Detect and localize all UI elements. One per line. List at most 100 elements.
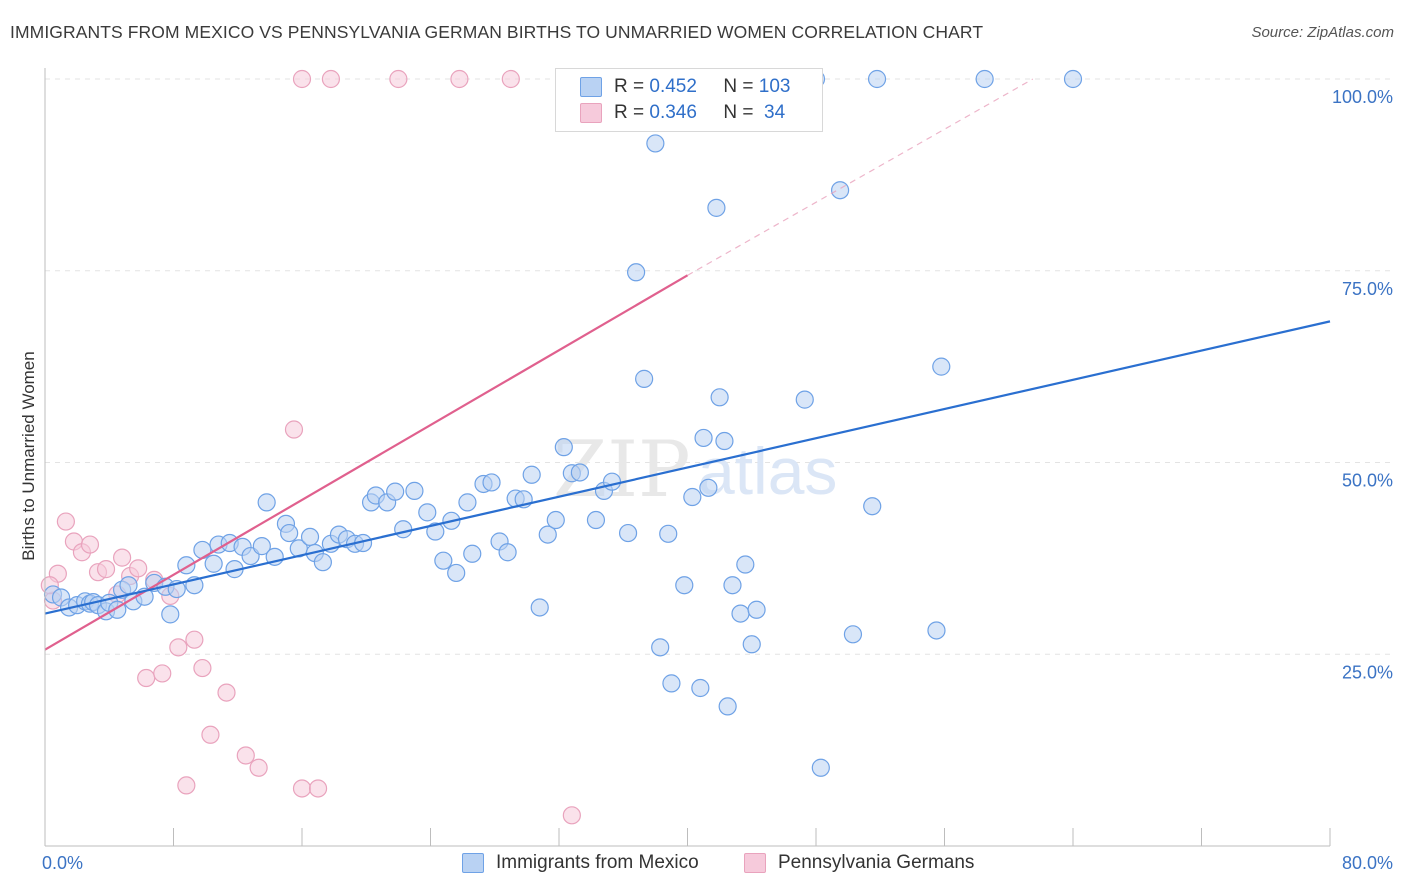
trend-lines [44, 78, 1331, 651]
pink-trend-extension [687, 78, 1034, 276]
source-label: Source: ZipAtlas.com [1251, 24, 1394, 41]
blue-point [707, 198, 726, 217]
pink-point [153, 664, 172, 683]
pink-point [177, 776, 196, 795]
pink-point [501, 69, 520, 89]
blue-point [161, 605, 180, 624]
blue-point [736, 555, 755, 574]
blue-point [386, 482, 405, 501]
blue-point [694, 428, 713, 448]
blue-point [731, 604, 750, 623]
legend-n-label: N = [723, 102, 759, 123]
pink-point [129, 559, 148, 578]
blue-point [932, 357, 951, 376]
blue-point [119, 576, 138, 595]
pink-point [389, 69, 408, 89]
legend-r-value: 0.452 [649, 76, 697, 97]
watermark: ZIP atlas [553, 425, 837, 515]
blue-point [626, 263, 646, 282]
blue-point [863, 497, 882, 516]
blue-point [675, 576, 694, 595]
legend-r-label: R = [614, 102, 650, 123]
bottom-legend-swatch-blue [462, 853, 484, 873]
y-axis-label: Births to Unmarried Women [19, 351, 38, 560]
blue-point [843, 625, 863, 644]
blue-point [405, 481, 424, 500]
pink-point [292, 69, 312, 89]
y-tick-label: 100.0% [1332, 87, 1393, 107]
pink-point [249, 758, 268, 777]
legend-r-value: 0.346 [649, 102, 697, 123]
pink-point [193, 658, 212, 678]
legend-n-value: 34 [758, 102, 786, 123]
blue-point [426, 522, 445, 541]
blue-point [830, 181, 850, 200]
bottom-legend-label: Immigrants from Mexico [496, 852, 699, 873]
blue-point [458, 493, 477, 512]
pink-point [321, 69, 341, 89]
bottom-legend-mexico: Immigrants from Mexico [462, 852, 699, 874]
legend-row-mexico: R = 0.452 N = 103 [580, 75, 790, 99]
pink-point [292, 779, 312, 798]
pink-point [217, 683, 236, 702]
blue-point [659, 524, 678, 543]
blue-point [747, 600, 766, 619]
grid [45, 78, 1395, 655]
blue-point [646, 134, 665, 153]
pink-point [201, 725, 220, 744]
pink-point [185, 630, 204, 649]
x-tick-label: 80.0% [1342, 853, 1393, 873]
blue-point [1063, 69, 1083, 89]
pink-point [96, 560, 116, 579]
pink-point [169, 638, 188, 657]
blue-point [570, 463, 589, 482]
blue-point [313, 553, 332, 572]
tick-labels: 25.0% 50.0% 75.0% 100.0% 0.0% 80.0% [42, 87, 1393, 873]
blue-point [546, 510, 565, 530]
pink-point [450, 69, 469, 89]
pink-point [562, 806, 581, 825]
legend: R = 0.452 N = 103 R = 0.346 N = 34 [555, 68, 823, 132]
blue-point [447, 563, 466, 583]
blue-point [699, 478, 718, 497]
blue-point [300, 527, 320, 546]
blue-point [522, 465, 541, 484]
legend-n-value: 103 [758, 76, 791, 97]
blue-point [710, 388, 729, 407]
blue-point [795, 390, 814, 409]
blue-point [463, 544, 482, 563]
pink-point [80, 535, 100, 554]
pink-point [56, 512, 75, 531]
pink-point [137, 668, 156, 688]
legend-swatch-pink [580, 103, 602, 123]
blue-point [498, 543, 517, 562]
blue-point [718, 697, 737, 716]
blue-point [586, 510, 606, 530]
bottom-legend-label: Pennsylvania Germans [778, 852, 975, 873]
blue-point [927, 621, 946, 640]
blue-point [867, 69, 887, 89]
blue-point [975, 69, 994, 89]
blue-point [715, 431, 734, 451]
y-tick-label: 25.0% [1342, 662, 1393, 682]
blue-trend-line [44, 320, 1331, 615]
bottom-legend-penn: Pennsylvania Germans [744, 852, 974, 874]
blue-point [482, 473, 501, 492]
blue-point [723, 576, 742, 595]
blue-point [811, 758, 830, 777]
blue-point [530, 598, 549, 617]
blue-point [683, 487, 702, 507]
legend-r-label: R = [614, 76, 650, 97]
blue-point [434, 551, 453, 570]
blue-point [418, 503, 437, 522]
x-tick-label: 0.0% [42, 853, 83, 873]
pink-points [40, 69, 581, 825]
blue-point [602, 472, 622, 491]
legend-swatch-blue [580, 77, 602, 97]
pink-point [112, 548, 132, 567]
pink-point [236, 746, 255, 765]
legend-n-label: N = [723, 76, 759, 97]
blue-point [635, 369, 654, 388]
pink-trend-line [44, 274, 689, 651]
